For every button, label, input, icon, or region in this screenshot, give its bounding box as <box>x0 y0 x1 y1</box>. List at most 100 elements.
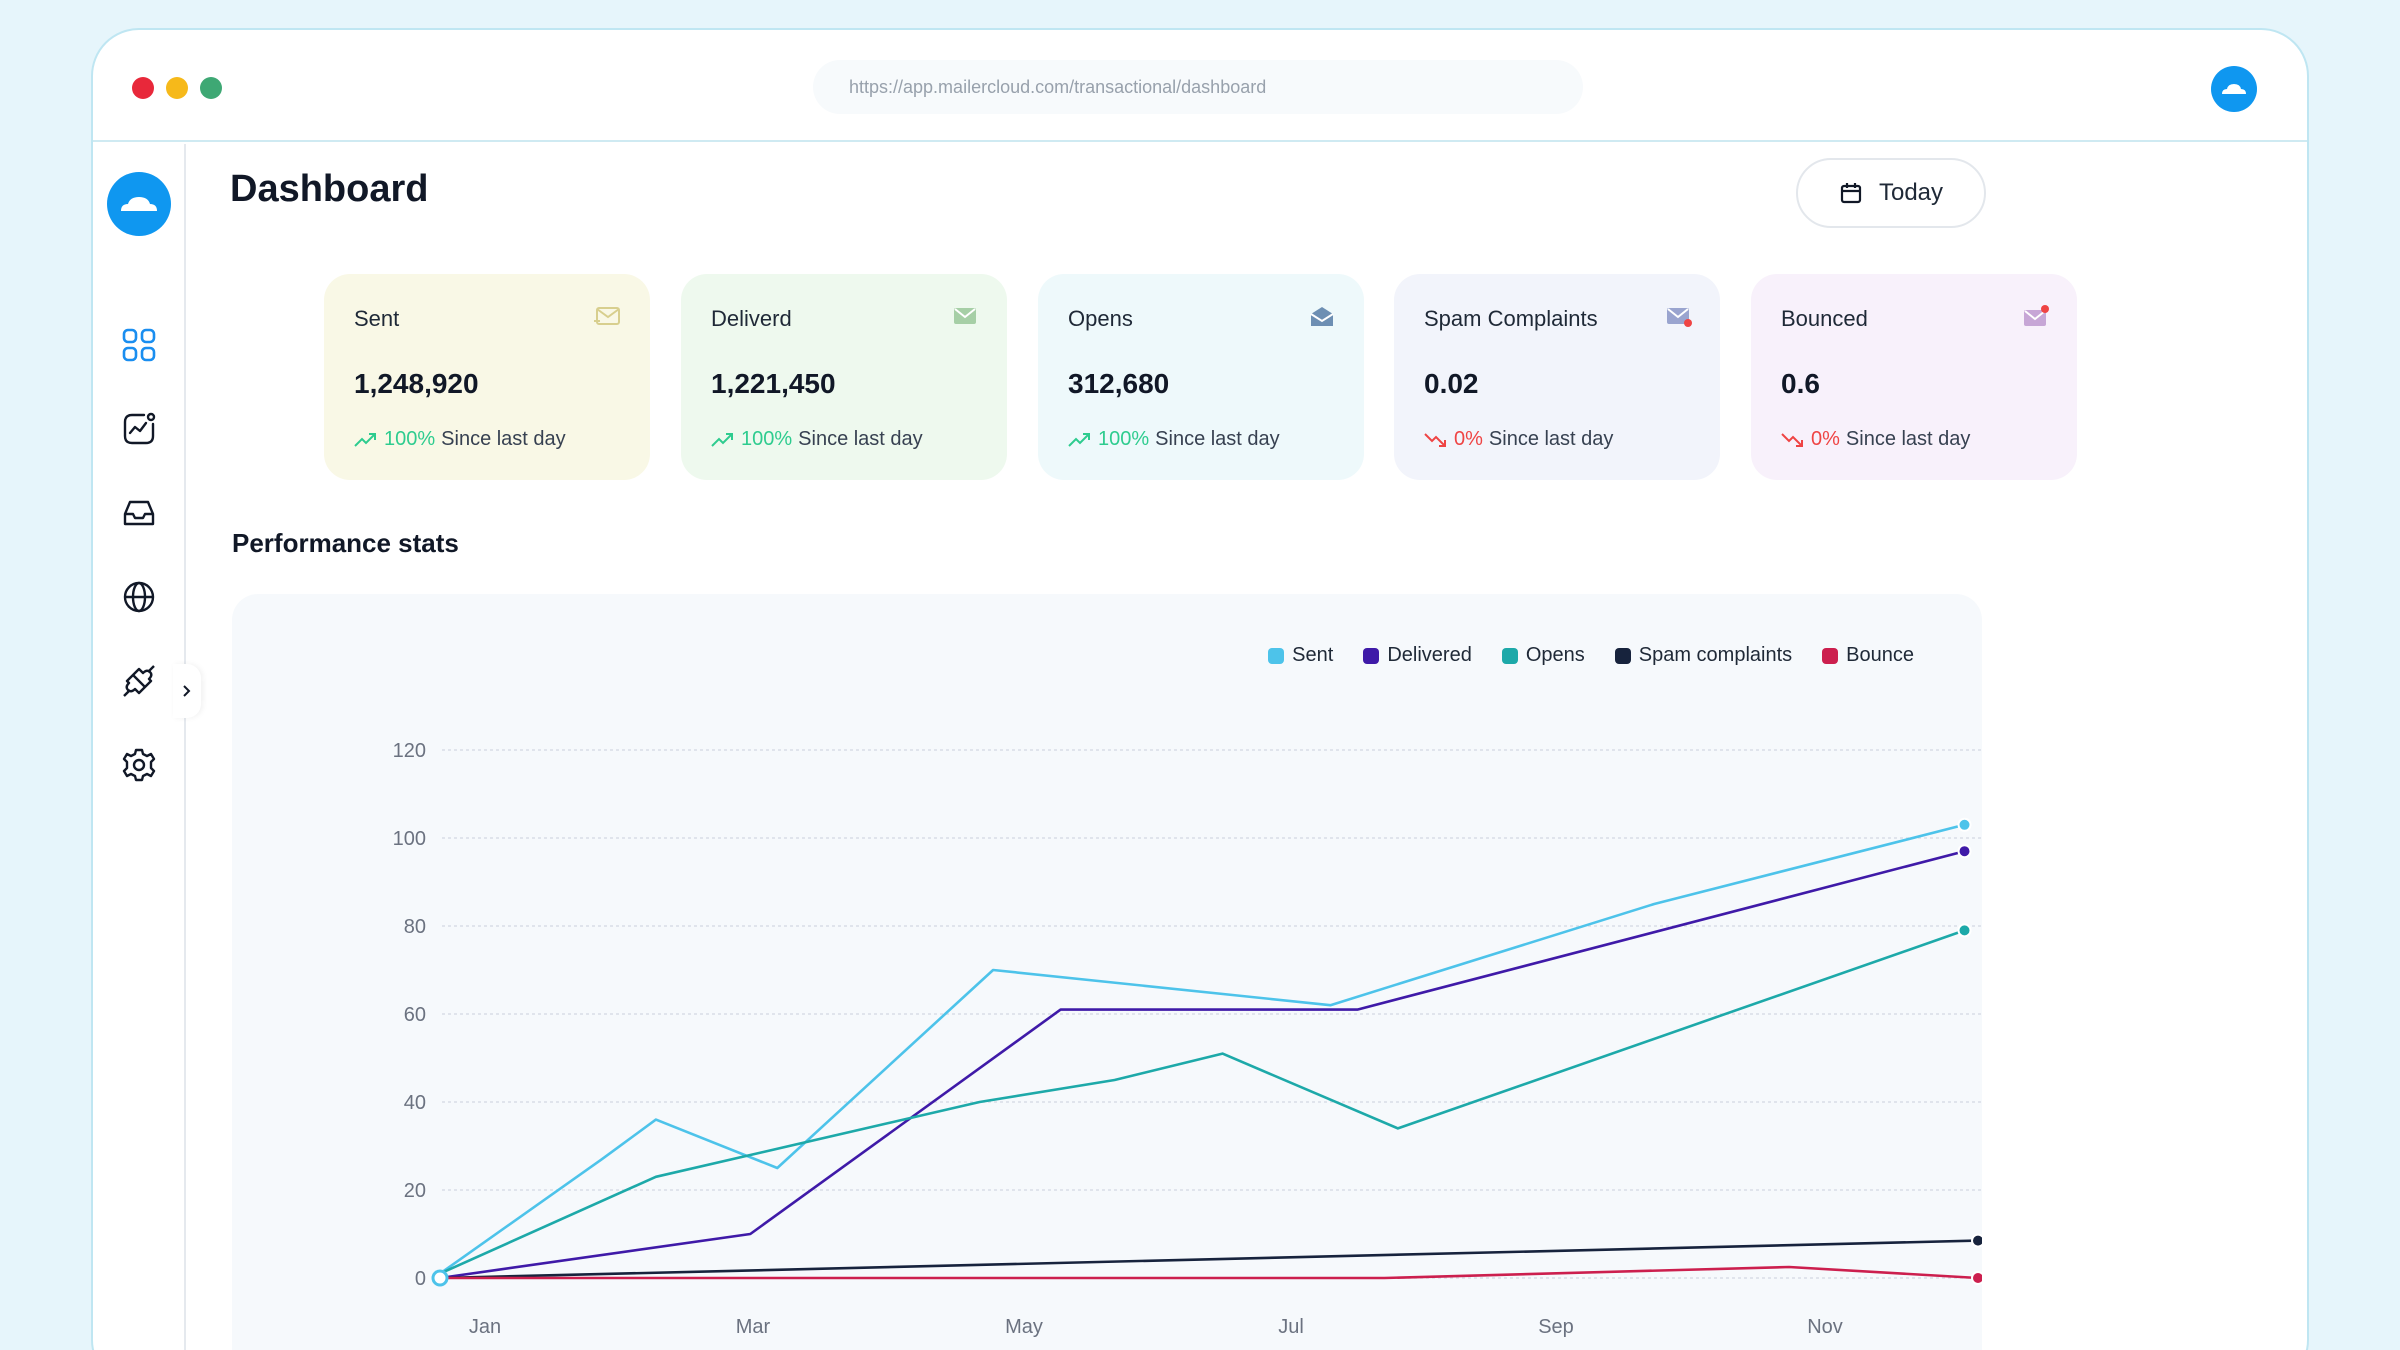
y-tick-label: 80 <box>404 916 426 938</box>
y-tick-label: 60 <box>404 1004 426 1026</box>
x-tick-label: May <box>1005 1316 1043 1338</box>
mail-sent-icon <box>594 307 620 325</box>
maximize-window-dot[interactable] <box>200 77 222 99</box>
y-tick-label: 40 <box>404 1092 426 1114</box>
series-end-point[interactable] <box>1957 923 1972 938</box>
stat-card-since-label: Since last day <box>1155 428 1280 450</box>
trend-up-icon <box>711 432 733 447</box>
dashboard-grid-icon[interactable] <box>120 326 158 364</box>
x-tick-label: Jul <box>1278 1316 1304 1338</box>
legend-swatch <box>1501 647 1518 664</box>
stat-card-opens[interactable]: Opens 312,680 100% Since last day <box>1038 274 1364 480</box>
date-range-button[interactable]: Today <box>1796 158 1986 228</box>
stat-card-percent: 100% <box>741 428 793 450</box>
globe-icon[interactable] <box>120 578 158 616</box>
series-end-point[interactable] <box>1971 1233 1982 1248</box>
legend-item-delivered[interactable]: Delivered <box>1363 644 1472 667</box>
stat-card-trend: 0% Since last day <box>1781 428 1970 451</box>
legend-item-bounce[interactable]: Bounce <box>1822 644 1914 667</box>
stat-card-percent: 100% <box>384 428 436 450</box>
address-bar[interactable]: https://app.mailercloud.com/transactiona… <box>813 60 1583 114</box>
stat-card-value: 312,680 <box>1068 368 1170 399</box>
trend-down-icon <box>1424 432 1446 447</box>
series-line-sent[interactable] <box>439 823 1965 1275</box>
legend-item-opens[interactable]: Opens <box>1501 644 1585 667</box>
integration-puzzle-icon[interactable] <box>120 662 158 700</box>
legend-swatch <box>1614 647 1631 664</box>
y-tick-label: 100 <box>393 828 426 850</box>
page-title: Dashboard <box>230 168 429 210</box>
stat-card-title: Deliverd <box>711 306 792 331</box>
settings-gear-icon[interactable] <box>120 746 158 784</box>
series-end-point[interactable] <box>1957 844 1972 859</box>
x-tick-label: Mar <box>736 1316 771 1338</box>
performance-chart: Sent Delivered Opens Spam complaints Bounce … <box>232 594 1982 1350</box>
mail-delivered-icon <box>954 308 976 324</box>
stat-card-value: 1,248,920 <box>354 368 479 399</box>
sidebar-collapse-button[interactable] <box>173 664 201 718</box>
stat-card-trend: 100% Since last day <box>354 428 566 451</box>
stat-card-title: Sent <box>354 306 400 331</box>
legend-swatch <box>1268 647 1285 664</box>
legend-swatch <box>1363 647 1380 664</box>
stat-card-spam-complaints[interactable]: Spam Complaints 0.02 0% Since last day <box>1394 274 1720 480</box>
calendar-icon <box>1840 183 1862 204</box>
stat-card-sent[interactable]: Sent 1,248,920 100% Since last day <box>324 274 650 480</box>
browser-titlebar: https://app.mailercloud.com/transactiona… <box>93 30 2307 142</box>
stat-card-percent: 100% <box>1098 428 1150 450</box>
y-tick-label: 0 <box>415 1268 426 1290</box>
analytics-chart-icon[interactable] <box>120 410 158 448</box>
series-line-delivered[interactable] <box>439 849 1965 1280</box>
stat-card-title: Bounced <box>1781 306 1868 331</box>
x-tick-label: Nov <box>1807 1316 1843 1338</box>
trend-up-icon <box>354 432 376 447</box>
inbox-icon[interactable] <box>120 494 158 532</box>
stat-card-deliverd[interactable]: Deliverd 1,221,450 100% Since last day <box>681 274 1007 480</box>
stat-card-trend: 100% Since last day <box>1068 428 1280 451</box>
app-logo-cloud-icon[interactable] <box>107 172 171 236</box>
stat-card-percent: 0% <box>1454 428 1483 450</box>
mail-open-icon <box>1310 307 1334 326</box>
legend-label: Sent <box>1292 644 1334 666</box>
stat-card-trend: 100% Since last day <box>711 428 923 451</box>
chart-legend: Sent Delivered Opens Spam complaints Bounce <box>1268 644 1914 667</box>
legend-label: Spam complaints <box>1638 644 1793 666</box>
stat-card-title: Spam Complaints <box>1424 306 1598 331</box>
trend-down-icon <box>1781 432 1803 447</box>
legend-label: Bounce <box>1846 644 1914 666</box>
series-line-spam-complaints[interactable] <box>439 1239 1979 1280</box>
stat-card-percent: 0% <box>1811 428 1840 450</box>
mail-spam-icon <box>1667 308 1692 327</box>
stat-card-value: 0.6 <box>1781 368 1820 399</box>
close-window-dot[interactable] <box>132 77 154 99</box>
profile-cloud-icon[interactable] <box>2211 66 2257 112</box>
date-range-label: Today <box>1878 179 1944 206</box>
legend-item-sent[interactable]: Sent <box>1268 644 1333 667</box>
legend-label: Opens <box>1525 644 1585 666</box>
legend-label: Delivered <box>1387 644 1472 666</box>
y-tick-label: 120 <box>393 740 426 762</box>
chevron-right-icon <box>183 685 191 697</box>
series-end-point[interactable] <box>1957 817 1972 832</box>
stat-card-value: 1,221,450 <box>711 368 836 399</box>
sidebar <box>93 144 201 1350</box>
series-line-opens[interactable] <box>439 929 1965 1275</box>
minimize-window-dot[interactable] <box>166 77 188 99</box>
stat-card-since-label: Since last day <box>798 428 923 450</box>
performance-title: Performance stats <box>232 528 459 558</box>
y-tick-label: 20 <box>404 1180 426 1202</box>
stat-card-since-label: Since last day <box>1488 428 1614 450</box>
series-start-point[interactable] <box>431 1269 449 1287</box>
stat-card-trend: 0% Since last day <box>1424 428 1613 451</box>
legend-swatch <box>1822 647 1839 664</box>
stat-card-bounced[interactable]: Bounced 0.6 0% Since last day <box>1751 274 2077 480</box>
legend-item-spam-complaints[interactable]: Spam complaints <box>1614 644 1793 667</box>
series-end-point[interactable] <box>1971 1271 1982 1285</box>
x-tick-label: Sep <box>1538 1316 1574 1338</box>
series-line-bounce[interactable] <box>440 1265 1979 1280</box>
stat-card-title: Opens <box>1068 306 1133 331</box>
line-chart-svg: 0 20 40 60 80 100 120 Jan Mar May Jul Sep Nov <box>393 740 1982 1338</box>
stat-card-since-label: Since last day <box>1845 428 1971 450</box>
trend-up-icon <box>1068 432 1090 447</box>
x-tick-label: Jan <box>469 1316 501 1338</box>
